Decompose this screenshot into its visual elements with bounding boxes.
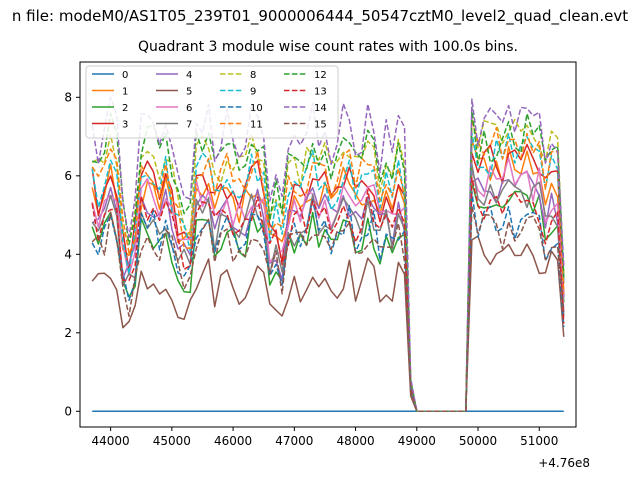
series-line-11 xyxy=(91,118,565,413)
y-tick-label: 4 xyxy=(64,247,72,261)
series-line-14 xyxy=(91,96,565,413)
legend-label: 12 xyxy=(314,70,327,81)
legend-label: 14 xyxy=(314,103,327,114)
legend-label: 3 xyxy=(122,120,128,131)
legend-label: 0 xyxy=(122,70,128,81)
series-layer xyxy=(91,96,565,413)
legend-label: 1 xyxy=(122,87,128,98)
y-tick-label: 2 xyxy=(64,326,72,340)
y-axis: 0 2 4 6 8 xyxy=(64,90,80,418)
x-tick-label: 50000 xyxy=(459,434,497,448)
legend-label: 6 xyxy=(186,103,192,114)
x-tick-label: 47000 xyxy=(275,434,313,448)
x-tick-label: 45000 xyxy=(153,434,191,448)
legend-label: 9 xyxy=(250,87,256,98)
y-tick-label: 6 xyxy=(64,169,72,183)
legend-label: 13 xyxy=(314,87,327,98)
x-tick-label: 49000 xyxy=(398,434,436,448)
y-tick-label: 8 xyxy=(64,90,72,104)
x-tick-label: 46000 xyxy=(214,434,252,448)
legend-label: 5 xyxy=(186,87,192,98)
series-line-9 xyxy=(91,131,565,413)
series-line-15 xyxy=(91,205,565,413)
series-line-6 xyxy=(91,157,565,413)
legend-label: 4 xyxy=(186,70,192,81)
x-tick-label: 44000 xyxy=(92,434,130,448)
legend-box xyxy=(85,65,339,139)
legend-label: 10 xyxy=(250,103,263,114)
chart-title: Quadrant 3 module wise count rates with … xyxy=(138,39,518,55)
x-offset-label: +4.76e8 xyxy=(538,456,590,470)
series-line-2 xyxy=(91,181,565,413)
legend-label: 8 xyxy=(250,70,256,81)
x-tick-label: 48000 xyxy=(336,434,374,448)
series-line-10 xyxy=(91,191,565,413)
series-line-8 xyxy=(91,116,565,413)
series-line-3 xyxy=(91,143,565,413)
figure-suptitle: n file: modeM0/AS1T05_239T01_9000006444_… xyxy=(12,7,628,26)
axes-frame xyxy=(79,61,577,428)
y-tick-label: 0 xyxy=(64,404,72,418)
legend-label: 15 xyxy=(314,120,327,131)
series-line-12 xyxy=(91,106,565,413)
x-tick-label: 51000 xyxy=(520,434,558,448)
legend-label: 2 xyxy=(122,103,128,114)
series-line-5 xyxy=(91,235,565,413)
legend-label: 7 xyxy=(186,120,192,131)
x-axis: 44000 45000 46000 47000 48000 49000 50000 51000 xyxy=(92,427,558,448)
legend-label: 11 xyxy=(250,120,263,131)
